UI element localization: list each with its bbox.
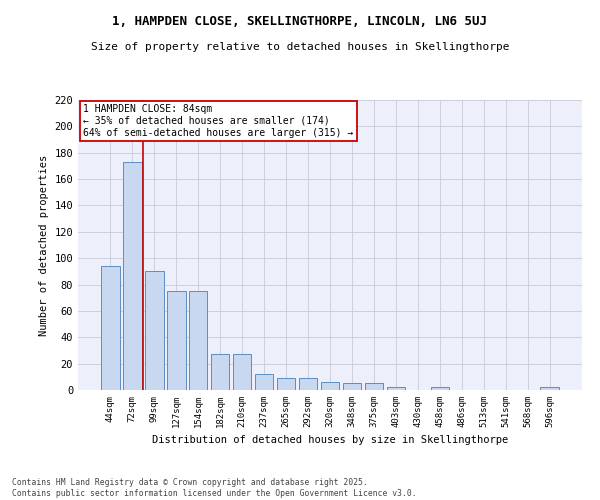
Bar — [255, 374, 274, 390]
Bar — [386, 388, 405, 390]
Bar — [320, 382, 340, 390]
Bar — [233, 354, 251, 390]
Bar — [343, 384, 361, 390]
Bar — [123, 162, 142, 390]
Bar — [277, 378, 295, 390]
Bar — [541, 388, 559, 390]
Text: Size of property relative to detached houses in Skellingthorpe: Size of property relative to detached ho… — [91, 42, 509, 52]
Bar — [167, 291, 185, 390]
Bar — [189, 291, 208, 390]
Bar — [431, 388, 449, 390]
Bar — [101, 266, 119, 390]
Y-axis label: Number of detached properties: Number of detached properties — [39, 154, 49, 336]
X-axis label: Distribution of detached houses by size in Skellingthorpe: Distribution of detached houses by size … — [152, 436, 508, 446]
Bar — [145, 272, 164, 390]
Text: 1 HAMPDEN CLOSE: 84sqm
← 35% of detached houses are smaller (174)
64% of semi-de: 1 HAMPDEN CLOSE: 84sqm ← 35% of detached… — [83, 104, 353, 138]
Text: Contains HM Land Registry data © Crown copyright and database right 2025.
Contai: Contains HM Land Registry data © Crown c… — [12, 478, 416, 498]
Bar — [299, 378, 317, 390]
Bar — [211, 354, 229, 390]
Bar — [365, 384, 383, 390]
Text: 1, HAMPDEN CLOSE, SKELLINGTHORPE, LINCOLN, LN6 5UJ: 1, HAMPDEN CLOSE, SKELLINGTHORPE, LINCOL… — [113, 15, 487, 28]
